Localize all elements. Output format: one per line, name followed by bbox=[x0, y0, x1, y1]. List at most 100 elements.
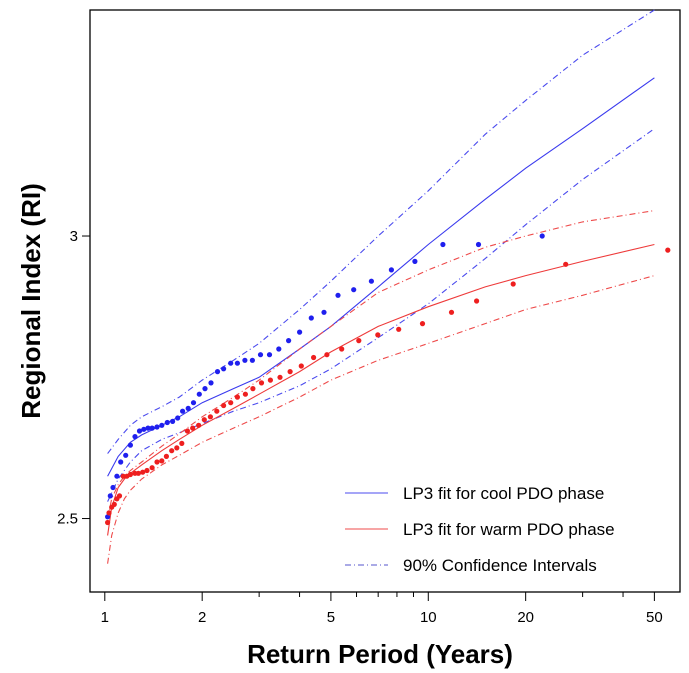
warm-obs-point bbox=[184, 428, 190, 434]
cool-obs-point bbox=[118, 459, 124, 465]
cool-obs-point bbox=[297, 329, 303, 335]
y-axis: 2.53 bbox=[57, 228, 90, 528]
cool-obs-point bbox=[149, 425, 155, 431]
cool-obs-point bbox=[266, 352, 273, 358]
warm-obs-point bbox=[228, 400, 234, 406]
fit-lines-layer bbox=[107, 9, 655, 564]
cool-obs-point bbox=[368, 278, 374, 284]
cool-obs-point bbox=[127, 442, 133, 448]
warm-obs-point bbox=[419, 321, 426, 327]
cool-obs-point bbox=[249, 357, 255, 363]
warm-obs-point bbox=[287, 369, 293, 375]
cool-obs-point bbox=[335, 292, 341, 298]
legend-label-0: LP3 fit for cool PDO phase bbox=[403, 484, 604, 503]
warm-obs-point bbox=[311, 354, 317, 361]
warm-obs-point bbox=[234, 394, 240, 400]
warm-obs-point bbox=[190, 425, 196, 431]
cool-obs-point bbox=[221, 366, 227, 372]
line-warm-fit bbox=[107, 243, 655, 536]
cool-obs-point bbox=[202, 386, 208, 392]
x-tick-label: 5 bbox=[327, 609, 335, 626]
warm-obs-point bbox=[201, 417, 207, 423]
plot-frame bbox=[89, 9, 681, 593]
cool-obs-point bbox=[114, 473, 120, 479]
warm-obs-point bbox=[324, 352, 330, 358]
cool-obs-point bbox=[175, 415, 181, 421]
warm-obs-point bbox=[563, 261, 569, 267]
warm-obs-point bbox=[196, 422, 202, 428]
cool-obs-point bbox=[214, 369, 221, 375]
warm-obs-point bbox=[339, 346, 345, 352]
warm-obs-point bbox=[105, 519, 111, 526]
cool-obs-point bbox=[475, 241, 482, 248]
warm-obs-point bbox=[120, 473, 126, 479]
cool-obs-point bbox=[286, 338, 292, 344]
warm-obs-point bbox=[396, 326, 402, 332]
x-tick-label: 50 bbox=[646, 609, 663, 626]
warm-obs-point bbox=[149, 465, 155, 471]
warm-obs-point bbox=[116, 493, 123, 499]
cool-obs-point bbox=[388, 267, 394, 273]
cool-obs-point bbox=[132, 434, 138, 440]
warm-obs-point bbox=[474, 298, 480, 304]
y-axis-title: Regional Index (RI) bbox=[16, 183, 46, 418]
warm-obs-point bbox=[267, 377, 273, 383]
cool-obs-point bbox=[145, 425, 151, 431]
cool-obs-point bbox=[190, 400, 197, 406]
warm-obs-point bbox=[111, 501, 117, 507]
warm-obs-point bbox=[179, 440, 185, 446]
warm-obs-point bbox=[448, 309, 455, 315]
warm-obs-point bbox=[665, 247, 671, 253]
legend: LP3 fit for cool PDO phase LP3 fit for wa… bbox=[345, 484, 615, 575]
cool-obs-point bbox=[141, 426, 147, 432]
cool-obs-point bbox=[440, 241, 446, 248]
x-tick-label: 2 bbox=[198, 609, 206, 626]
line-cool-fit bbox=[107, 77, 655, 477]
cool-obs-point bbox=[351, 287, 357, 293]
y-tick-label: 2.5 bbox=[57, 511, 78, 528]
warm-obs-point bbox=[356, 338, 362, 344]
x-tick-label: 20 bbox=[517, 609, 534, 626]
warm-obs-point bbox=[242, 391, 248, 397]
cool-obs-point bbox=[234, 360, 240, 366]
warm-obs-point bbox=[127, 471, 133, 478]
cool-obs-point bbox=[321, 309, 327, 315]
warm-obs-point bbox=[250, 386, 256, 392]
warm-obs-point bbox=[169, 448, 175, 454]
warm-obs-point bbox=[221, 402, 227, 409]
warm-obs-point bbox=[135, 470, 141, 476]
cool-obs-point bbox=[123, 452, 129, 458]
line-warm-lower bbox=[107, 275, 655, 564]
line-cool-upper bbox=[107, 9, 655, 454]
warm-obs-point bbox=[154, 459, 160, 465]
warm-obs-point bbox=[298, 363, 304, 369]
warm-obs-point bbox=[207, 414, 213, 420]
warm-obs-point bbox=[163, 453, 169, 459]
cool-obs-point bbox=[159, 422, 165, 428]
warm-obs-point bbox=[174, 445, 180, 451]
x-tick-label: 10 bbox=[420, 609, 437, 626]
cool-obs-point bbox=[276, 346, 282, 352]
warm-obs-point bbox=[277, 374, 283, 380]
cool-obs-point bbox=[164, 419, 170, 426]
x-tick-label: 1 bbox=[101, 609, 109, 626]
cool-obs-point bbox=[208, 380, 214, 386]
warm-obs-point bbox=[106, 510, 112, 516]
line-warm-upper bbox=[107, 210, 655, 519]
cool-obs-point bbox=[539, 233, 545, 239]
warm-obs-point bbox=[140, 469, 146, 475]
warm-obs-point bbox=[159, 458, 165, 464]
warm-obs-point bbox=[144, 467, 150, 474]
cool-obs-point bbox=[154, 424, 160, 430]
cool-obs-point bbox=[105, 514, 111, 520]
cool-obs-point bbox=[185, 405, 191, 411]
cool-obs-point bbox=[228, 360, 234, 366]
cool-obs-point bbox=[110, 484, 116, 491]
cool-obs-point bbox=[196, 391, 202, 397]
y-tick-label: 3 bbox=[70, 228, 78, 245]
observations-layer bbox=[105, 233, 671, 526]
legend-label-2: 90% Confidence Intervals bbox=[403, 556, 597, 575]
line-cool-lower bbox=[107, 128, 655, 502]
warm-obs-point bbox=[510, 281, 516, 287]
